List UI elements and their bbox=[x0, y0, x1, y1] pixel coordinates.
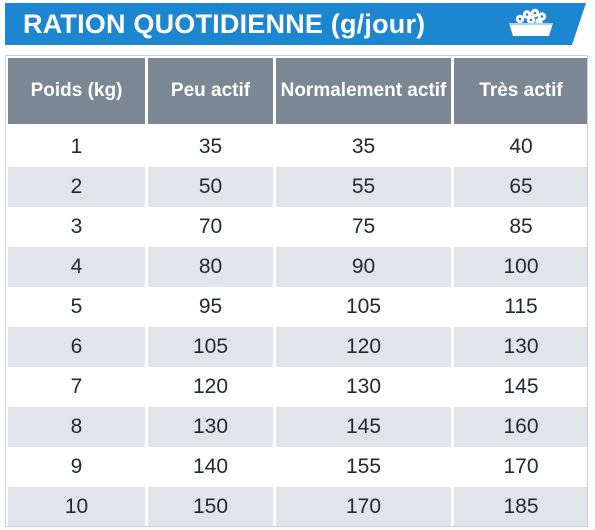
low-activity-cell: 80 bbox=[145, 247, 276, 287]
weight-cell: 2 bbox=[5, 167, 148, 207]
high-activity-cell: 130 bbox=[451, 327, 591, 367]
normal-activity-cell: 55 bbox=[273, 167, 454, 207]
page-title: RATION QUOTIDIENNE (g/jour) bbox=[23, 9, 426, 39]
table-row: 4 80 90 100 bbox=[5, 247, 591, 287]
weight-cell: 9 bbox=[5, 447, 148, 487]
weight-cell: 10 bbox=[5, 487, 148, 527]
high-activity-cell: 65 bbox=[451, 167, 591, 207]
food-bowl-icon bbox=[509, 8, 553, 36]
column-header-low-activity: Peu actif bbox=[145, 55, 276, 127]
column-header-high-activity: Très actif bbox=[451, 55, 591, 127]
high-activity-cell: 170 bbox=[451, 447, 591, 487]
normal-activity-cell: 105 bbox=[273, 287, 454, 327]
low-activity-cell: 130 bbox=[145, 407, 276, 447]
high-activity-cell: 100 bbox=[451, 247, 591, 287]
column-header-weight: Poids (kg) bbox=[5, 55, 148, 127]
table-row: 5 95 105 115 bbox=[5, 287, 591, 327]
weight-cell: 7 bbox=[5, 367, 148, 407]
low-activity-cell: 140 bbox=[145, 447, 276, 487]
table-row: 10 150 170 185 bbox=[5, 487, 591, 527]
weight-cell: 1 bbox=[5, 125, 148, 167]
table-row: 1 35 35 40 bbox=[5, 125, 591, 167]
weight-cell: 3 bbox=[5, 207, 148, 247]
normal-activity-cell: 130 bbox=[273, 367, 454, 407]
table-row: 3 70 75 85 bbox=[5, 207, 591, 247]
weight-cell: 6 bbox=[5, 327, 148, 367]
column-header-normal-activity: Normalement actif bbox=[273, 55, 454, 127]
low-activity-cell: 70 bbox=[145, 207, 276, 247]
normal-activity-cell: 145 bbox=[273, 407, 454, 447]
high-activity-cell: 40 bbox=[451, 125, 591, 167]
low-activity-cell: 95 bbox=[145, 287, 276, 327]
low-activity-cell: 35 bbox=[145, 125, 276, 167]
table-row: 7 120 130 145 bbox=[5, 367, 591, 407]
normal-activity-cell: 170 bbox=[273, 487, 454, 527]
high-activity-cell: 115 bbox=[451, 287, 591, 327]
weight-cell: 8 bbox=[5, 407, 148, 447]
title-banner: RATION QUOTIDIENNE (g/jour) bbox=[5, 3, 586, 45]
high-activity-cell: 145 bbox=[451, 367, 591, 407]
normal-activity-cell: 155 bbox=[273, 447, 454, 487]
low-activity-cell: 120 bbox=[145, 367, 276, 407]
table-row: 6 105 120 130 bbox=[5, 327, 591, 367]
normal-activity-cell: 35 bbox=[273, 125, 454, 167]
weight-cell: 4 bbox=[5, 247, 148, 287]
high-activity-cell: 85 bbox=[451, 207, 591, 247]
table-header-row: Poids (kg) Peu actif Normalement actif T… bbox=[5, 55, 591, 127]
daily-ration-table: Poids (kg) Peu actif Normalement actif T… bbox=[5, 55, 591, 527]
table-row: 9 140 155 170 bbox=[5, 447, 591, 487]
normal-activity-cell: 90 bbox=[273, 247, 454, 287]
low-activity-cell: 50 bbox=[145, 167, 276, 207]
low-activity-cell: 150 bbox=[145, 487, 276, 527]
weight-cell: 5 bbox=[5, 287, 148, 327]
table-row: 2 50 55 65 bbox=[5, 167, 591, 207]
low-activity-cell: 105 bbox=[145, 327, 276, 367]
high-activity-cell: 185 bbox=[451, 487, 591, 527]
normal-activity-cell: 75 bbox=[273, 207, 454, 247]
high-activity-cell: 160 bbox=[451, 407, 591, 447]
normal-activity-cell: 120 bbox=[273, 327, 454, 367]
table-row: 8 130 145 160 bbox=[5, 407, 591, 447]
